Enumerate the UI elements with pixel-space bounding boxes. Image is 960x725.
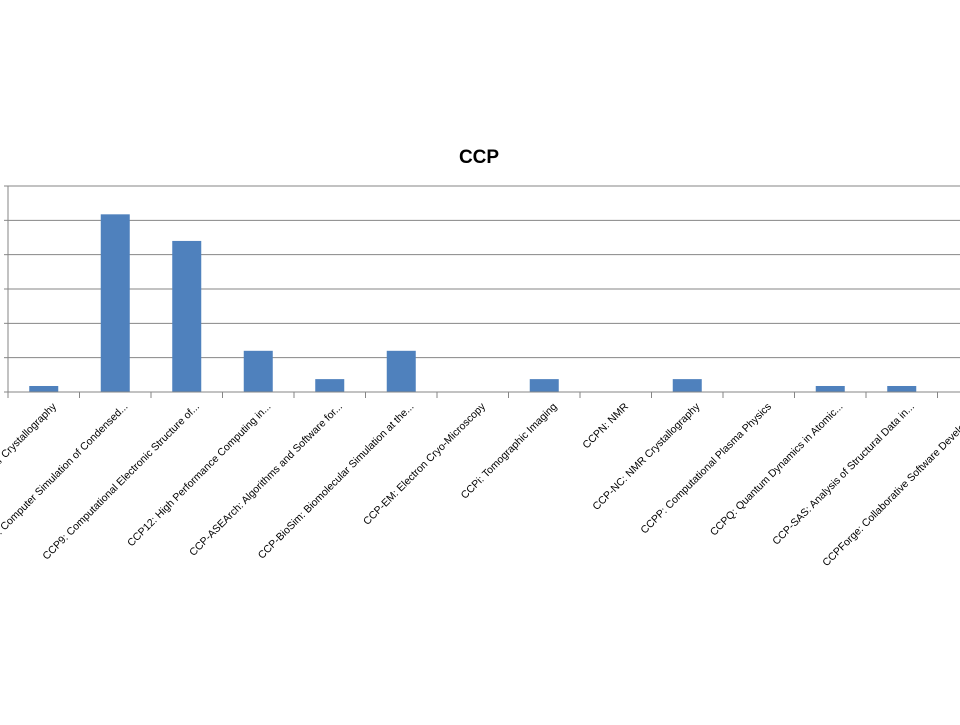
x-tick-label: CCP-BioSim: Biomolecular Simulation at t… (256, 401, 417, 562)
bar (529, 379, 559, 392)
bar (887, 385, 917, 392)
bars (29, 214, 917, 392)
x-tick-label: CCPN: NMR (580, 400, 631, 451)
bar (672, 379, 702, 392)
bar (29, 385, 59, 392)
x-tick-label: CCP-SAS: Analysis of Structural Data in.… (770, 401, 917, 548)
bar (315, 379, 345, 392)
bar (172, 240, 202, 392)
chart-title: CCP (459, 147, 499, 168)
x-axis (7, 391, 960, 398)
x-tick-label: CCP12: High Performance Computing in... (125, 401, 273, 549)
x-tick-label: CCP-ASEArch: Algorithms and Software for… (187, 401, 345, 559)
x-tick-label: CCP9: Computational Electronic Structure… (40, 401, 202, 563)
bar (815, 385, 845, 392)
bar (100, 214, 130, 392)
gridlines (4, 185, 960, 393)
bar (243, 350, 273, 392)
x-tick-label: CCP-EM: Electron Cryo-Microscopy (361, 400, 488, 527)
x-tick-labels: CCP4: Macromolecular CrystallographyCCP5… (0, 400, 960, 569)
x-tick-label: CCPQ: Quantum Dynamics in Atomic... (708, 401, 846, 539)
x-tick-label: CCPP: Computational Plasma Physics (638, 401, 774, 537)
bar (386, 350, 416, 392)
